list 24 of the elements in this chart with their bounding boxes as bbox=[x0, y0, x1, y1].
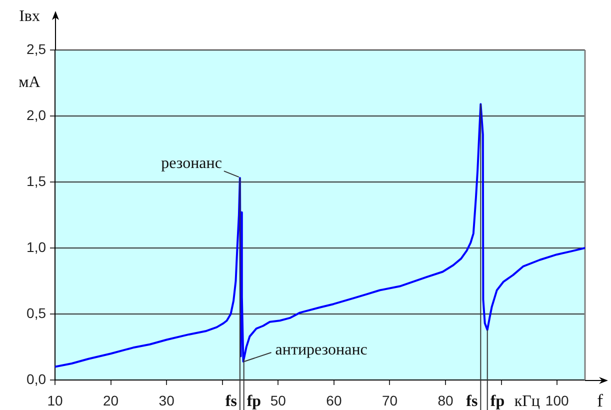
text: мА bbox=[18, 74, 41, 92]
ref-line-label: fs bbox=[466, 393, 478, 410]
x-axis-title: f bbox=[597, 390, 603, 410]
ref-line-label: fp bbox=[490, 393, 505, 410]
y-tick-label: 2,0 bbox=[26, 106, 46, 123]
ref-line-label: fp bbox=[246, 393, 262, 410]
x-tick-label: 70 bbox=[382, 392, 398, 408]
y-tick-label: 1,5 bbox=[26, 172, 46, 189]
y-tick-label: 0,5 bbox=[26, 304, 46, 321]
x-tick-label: 60 bbox=[326, 392, 342, 408]
x-tick-label: 100 bbox=[545, 392, 569, 408]
x-tick-label: 50 bbox=[270, 392, 286, 408]
x-tick-label: 80 bbox=[438, 392, 454, 408]
y-tick-label: 0,0 bbox=[26, 370, 46, 387]
x-tick-label: 20 bbox=[103, 392, 119, 408]
x-tick-label: 30 bbox=[158, 392, 175, 408]
annotation: резонанс bbox=[161, 155, 222, 172]
annotation: антирезонанс bbox=[275, 342, 368, 359]
x-tick-label: 10 bbox=[47, 392, 63, 408]
y-axis-title: Iвх bbox=[19, 8, 40, 26]
y-tick-label: 2,5 bbox=[26, 40, 46, 57]
y-tick-label: 1,0 bbox=[26, 238, 46, 255]
ref-line-label: fs bbox=[225, 393, 237, 410]
text: кГц bbox=[514, 393, 540, 410]
